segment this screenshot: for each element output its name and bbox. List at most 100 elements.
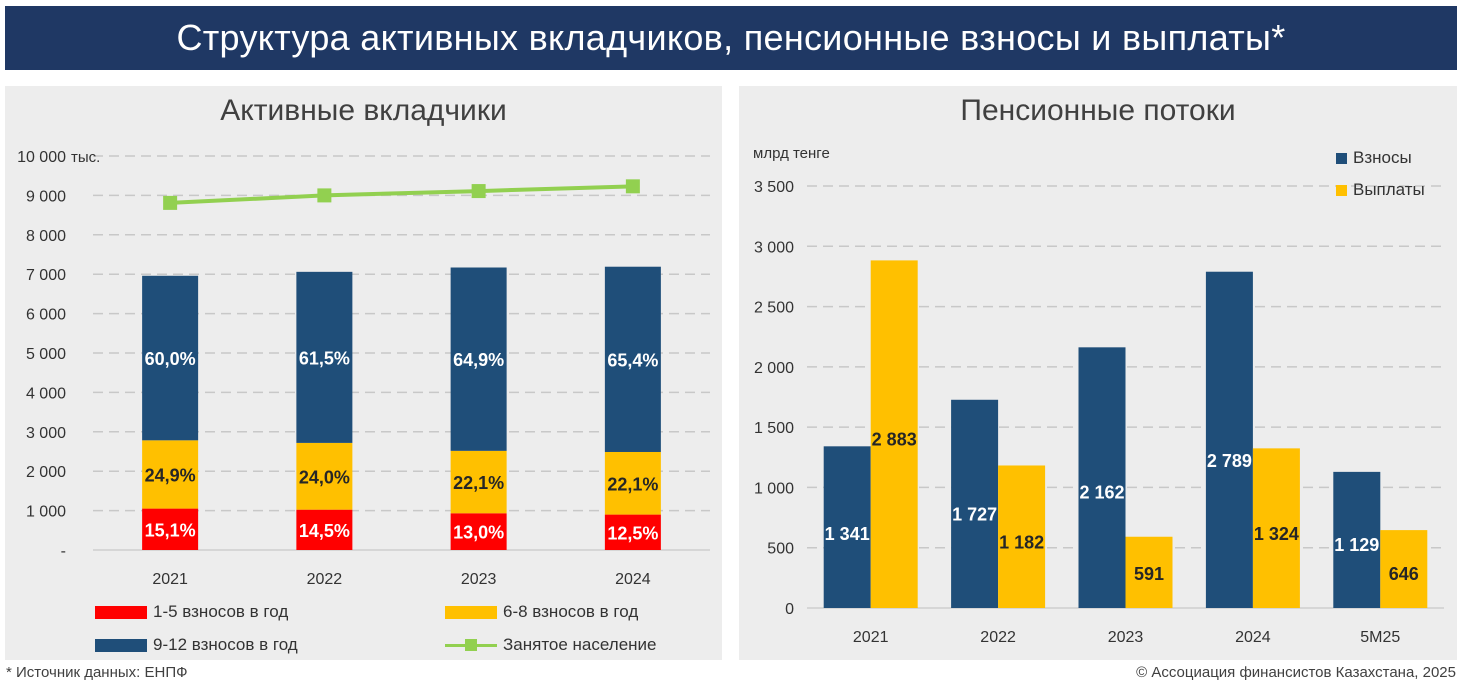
payout-bar bbox=[998, 465, 1046, 608]
employed-marker bbox=[471, 184, 486, 199]
x-tick-label: 2021 bbox=[853, 629, 889, 646]
data-label: 24,9% bbox=[145, 465, 196, 485]
legend-swatch-red bbox=[95, 605, 147, 619]
legend-item-6-8: 6-8 взносов в год bbox=[445, 602, 638, 622]
data-label: 22,1% bbox=[453, 473, 504, 493]
data-label: 60,0% bbox=[145, 349, 196, 369]
y-tick-label: 1 000 bbox=[754, 480, 794, 497]
bar-segment bbox=[450, 450, 507, 514]
data-label: 1 129 bbox=[1334, 535, 1379, 555]
copyright-note: © Ассоциация финансистов Казахстана, 202… bbox=[1136, 664, 1456, 681]
data-label: 2 789 bbox=[1207, 451, 1252, 471]
bar-segment bbox=[296, 509, 353, 550]
bar-segment bbox=[142, 275, 199, 441]
legend-label: 1-5 взносов в год bbox=[153, 602, 289, 621]
legend-label: 9-12 взносов в год bbox=[153, 635, 298, 654]
employed-marker bbox=[625, 179, 640, 194]
contribution-bar bbox=[1333, 471, 1381, 608]
x-tick-label: 2024 bbox=[615, 571, 651, 588]
bar-segment bbox=[450, 267, 507, 451]
contribution-bar bbox=[951, 399, 999, 608]
source-note: * Источник данных: ЕНПФ bbox=[6, 664, 188, 681]
pension-flows-chart: 0 500 1 000 1 500 2 000 2 500 3 000 3 500 млрд т… bbox=[753, 145, 1444, 646]
y-tick-label: 2 500 bbox=[754, 300, 794, 317]
y-tick-label: 3 000 bbox=[26, 425, 66, 442]
data-label: 1 727 bbox=[952, 505, 997, 525]
data-label: 15,1% bbox=[145, 520, 196, 540]
x-tick-label: 5М25 bbox=[1360, 629, 1400, 646]
x-tick-label: 2024 bbox=[1235, 629, 1271, 646]
contribution-bar bbox=[1205, 271, 1253, 608]
bar-segment bbox=[604, 451, 661, 515]
header-banner: Структура активных вкладчиков, пенсионны… bbox=[5, 6, 1457, 70]
legend-item-contributions: Взносы bbox=[1336, 148, 1412, 168]
legend-item-9-12: 9-12 взносов в год bbox=[95, 635, 298, 655]
data-label: 61,5% bbox=[299, 348, 350, 368]
legend-item-payouts: Выплаты bbox=[1336, 180, 1425, 200]
data-label: 1 341 bbox=[825, 524, 870, 544]
data-label: 2 883 bbox=[872, 429, 917, 449]
y-tick-label: 7 000 bbox=[26, 267, 66, 284]
y-tick-label: 1 000 bbox=[26, 504, 66, 521]
payout-bar bbox=[870, 260, 918, 608]
data-label: 24,0% bbox=[299, 467, 350, 487]
x-tick-label: 2023 bbox=[461, 571, 497, 588]
data-label: 591 bbox=[1134, 564, 1164, 584]
page-title: Структура активных вкладчиков, пенсионны… bbox=[176, 17, 1286, 58]
x-tick-label: 2021 bbox=[152, 571, 188, 588]
right-chart-title: Пенсионные потоки bbox=[960, 94, 1236, 127]
legend-label: Занятое население bbox=[503, 635, 657, 654]
contribution-bar bbox=[823, 446, 871, 608]
bar-segment bbox=[450, 513, 507, 550]
y-tick-label: 9 000 bbox=[26, 188, 66, 205]
y-tick-label: 4 000 bbox=[26, 385, 66, 402]
legend-swatch-yellow bbox=[1336, 184, 1347, 196]
legend-item-employed: Занятое население bbox=[445, 635, 657, 655]
data-label: 1 324 bbox=[1254, 524, 1299, 544]
data-label: 64,9% bbox=[453, 350, 504, 370]
left-chart-title: Активные вкладчики bbox=[220, 94, 507, 127]
bar-segment bbox=[604, 266, 661, 452]
legend-label: 6-8 взносов в год bbox=[503, 602, 639, 621]
legend-swatch-yellow bbox=[445, 605, 497, 619]
x-tick-label: 2022 bbox=[980, 629, 1016, 646]
data-label: 22,1% bbox=[607, 474, 658, 494]
y-unit-label: тыс. bbox=[71, 149, 100, 166]
y-tick-label: 8 000 bbox=[26, 228, 66, 245]
legend-item-1-5: 1-5 взносов в год bbox=[95, 602, 288, 622]
bar-segment bbox=[142, 440, 199, 509]
y-unit-label: млрд тенге bbox=[753, 145, 830, 162]
data-label: 65,4% bbox=[607, 350, 658, 370]
x-tick-label: 2022 bbox=[307, 571, 343, 588]
data-label: 14,5% bbox=[299, 521, 350, 541]
legend-swatch-navy bbox=[1336, 152, 1347, 164]
y-tick-label: 1 500 bbox=[754, 420, 794, 437]
legend-swatch-navy bbox=[95, 638, 147, 652]
data-label: 2 162 bbox=[1079, 483, 1124, 503]
y-tick-label: 3 000 bbox=[754, 239, 794, 256]
data-label: 12,5% bbox=[607, 523, 658, 543]
payout-bar bbox=[1125, 536, 1173, 608]
data-label: 1 182 bbox=[999, 533, 1044, 553]
x-tick-label: 2023 bbox=[1108, 629, 1144, 646]
y-tick-label: 10 000 bbox=[17, 149, 66, 166]
y-tick-label: 2 000 bbox=[26, 464, 66, 481]
y-tick-label: 0 bbox=[785, 601, 794, 618]
bar-segment bbox=[296, 271, 353, 443]
active-depositors-chart: - 1 000 2 000 3 000 4 000 5 000 6 000 7 000 8 00… bbox=[17, 149, 710, 588]
y-tick-label: 2 000 bbox=[754, 360, 794, 377]
data-label: 646 bbox=[1389, 564, 1419, 584]
y-tick-label: 6 000 bbox=[26, 307, 66, 324]
legend-label: Взносы bbox=[1353, 148, 1412, 167]
payout-bar bbox=[1252, 448, 1300, 608]
employed-line bbox=[170, 184, 633, 205]
active-depositors-panel: Активные вкладчики - 1 000 2 000 3 000 4 000… bbox=[5, 86, 722, 660]
data-label: 13,0% bbox=[453, 523, 504, 543]
y-tick-label: 3 500 bbox=[754, 179, 794, 196]
legend-label: Выплаты bbox=[1353, 180, 1425, 199]
legend-swatch-line bbox=[445, 638, 497, 652]
y-tick-label: 5 000 bbox=[26, 346, 66, 363]
bar-segment bbox=[142, 508, 199, 550]
pension-flows-panel: Пенсионные потоки 0 500 1 000 1 500 2 000 2 5… bbox=[739, 86, 1457, 660]
employed-marker bbox=[317, 188, 332, 203]
